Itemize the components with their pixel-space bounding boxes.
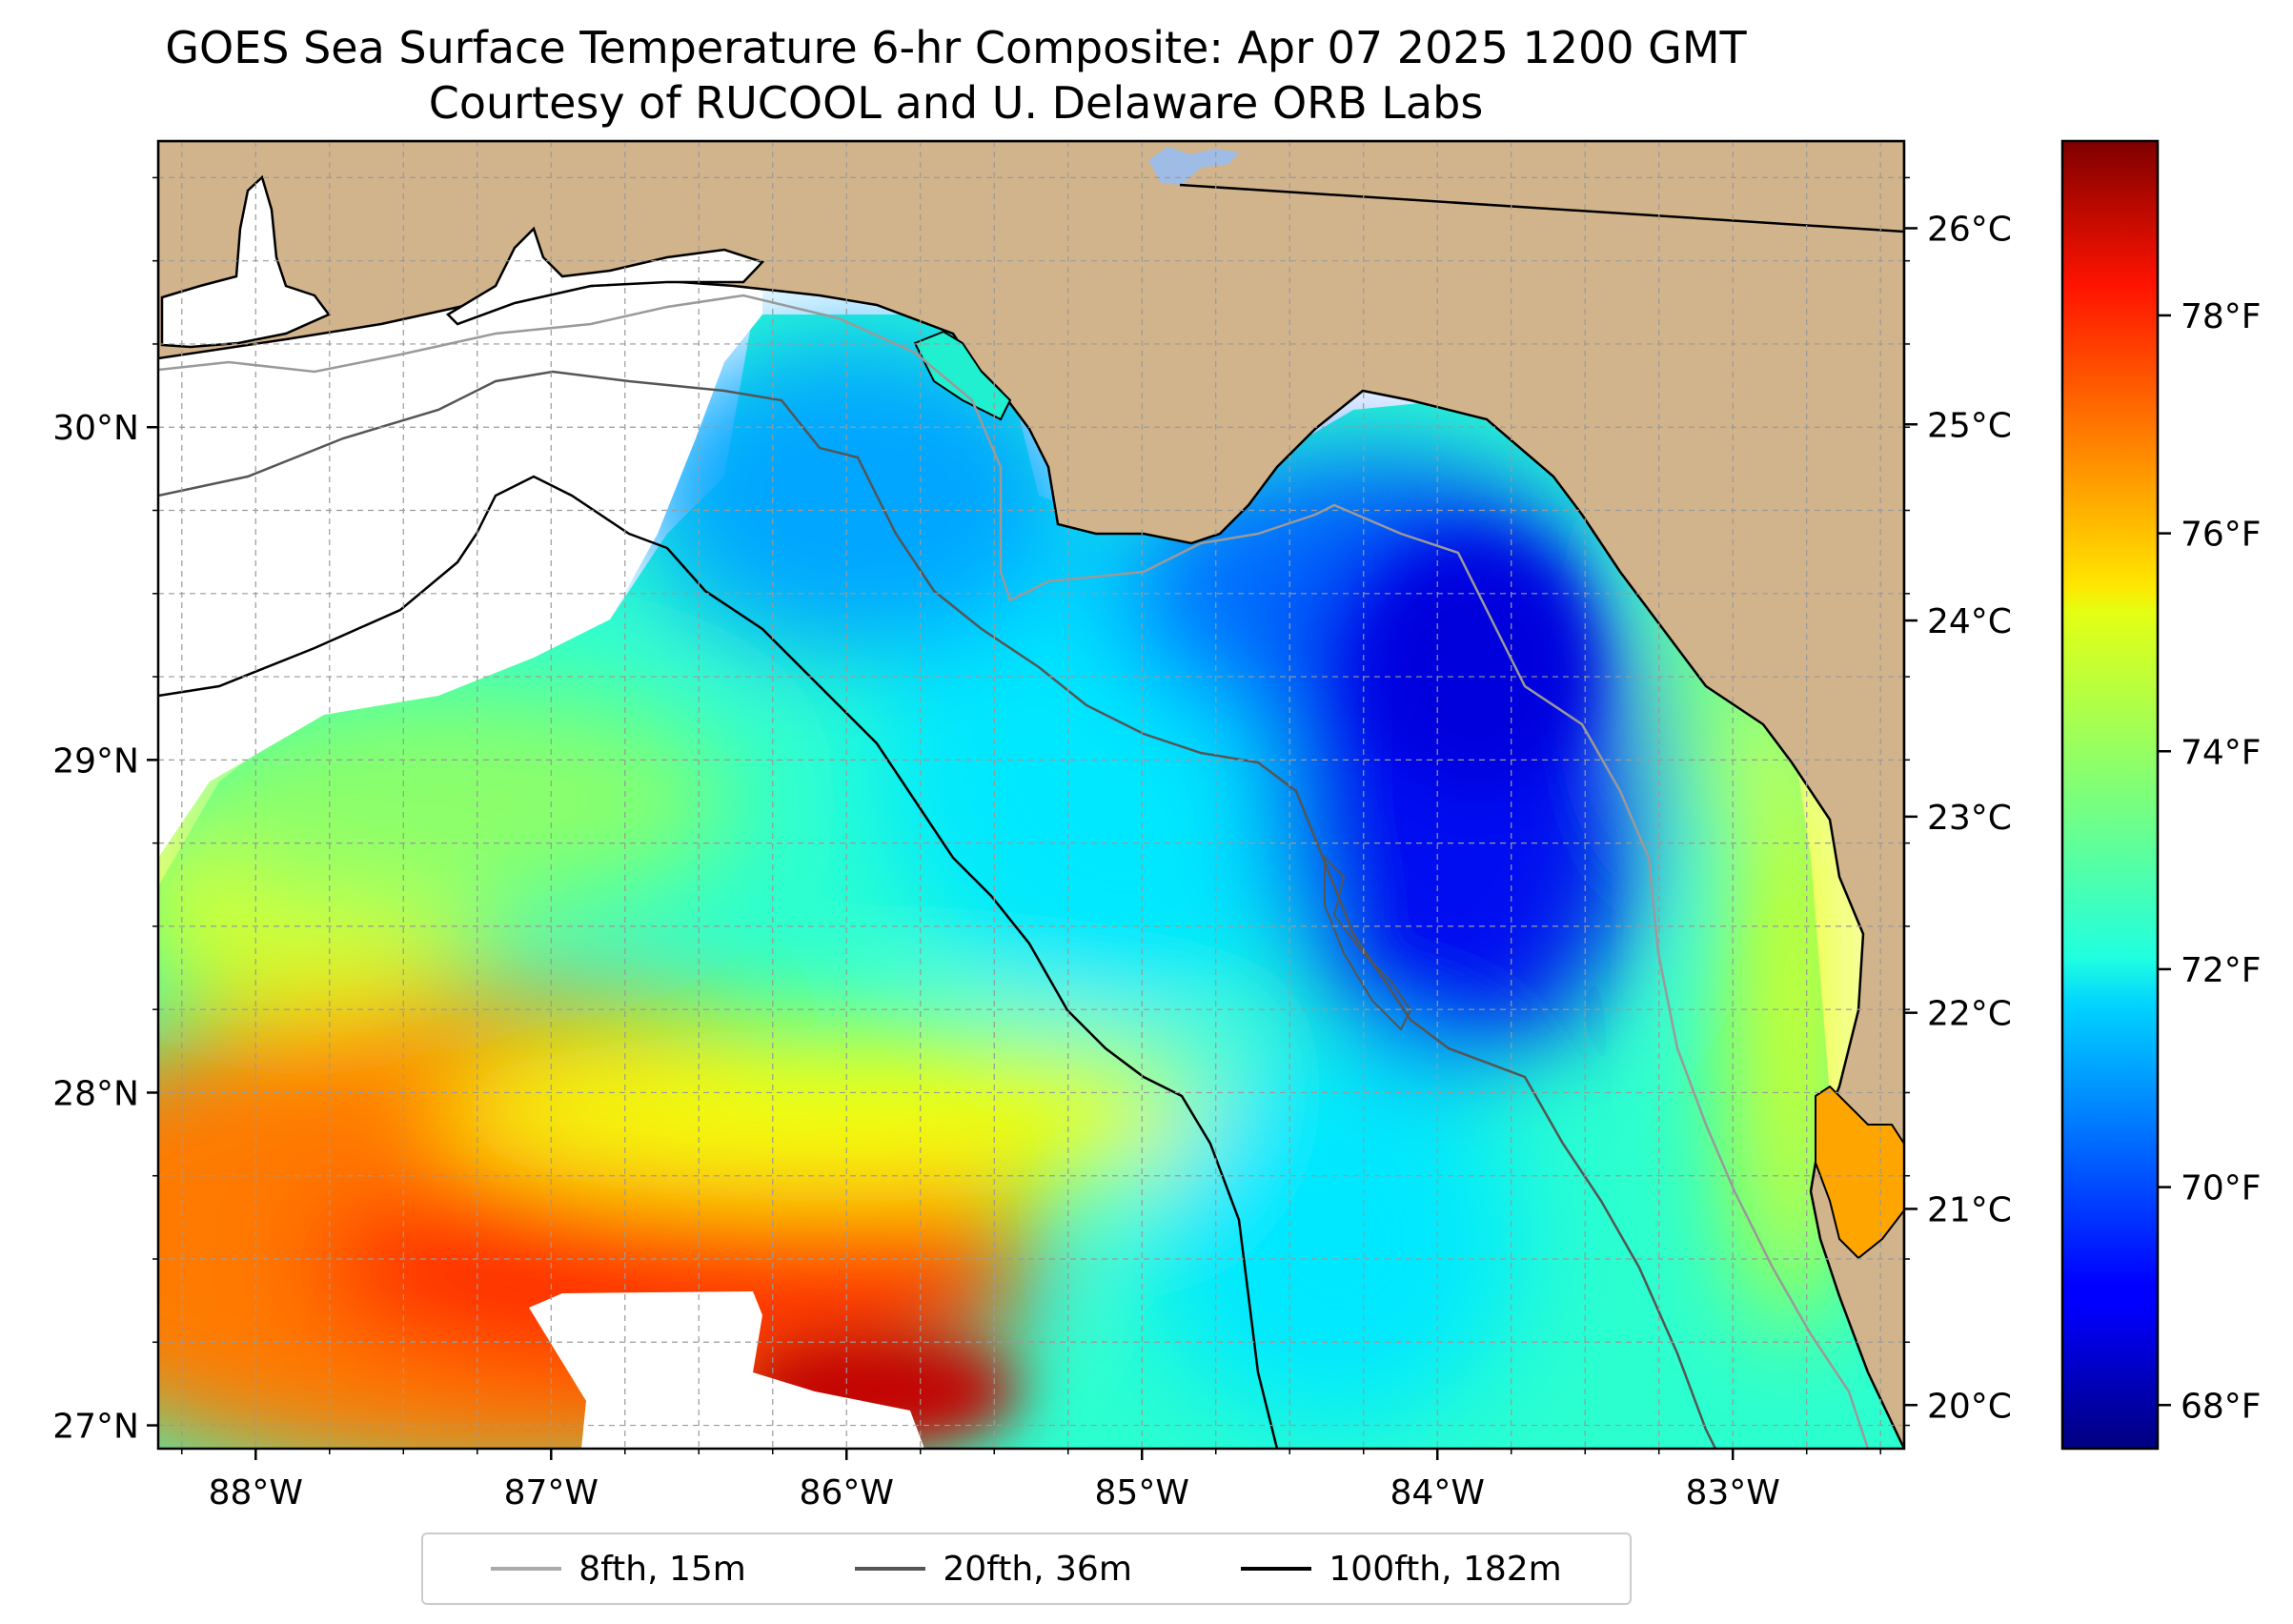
fahrenheit-tick-label: 72°F (2181, 951, 2262, 990)
bathymetry-contours (158, 294, 1870, 1449)
no-data-gap-south (529, 1291, 924, 1449)
lat-tick-label: 30°N (52, 409, 139, 448)
celsius-tick-label: 23°C (1927, 799, 2012, 838)
fahrenheit-tick-label: 68°F (2181, 1387, 2262, 1426)
sst-yellow-band (438, 1029, 1239, 1201)
lon-tick-label: 88°W (209, 1473, 303, 1512)
lon-tick-label: 84°W (1390, 1473, 1485, 1512)
chart-subtitle: Courtesy of RUCOOL and U. Delaware ORB L… (428, 77, 1484, 129)
contour-100fth (158, 475, 1279, 1449)
colorbar: 26°C 25°C 24°C 23°C 22°C 21°C 20°C 78°F 76°F 74°… (1904, 139, 2262, 1451)
lon-tick-label: 83°W (1686, 1473, 1780, 1512)
land-areas (158, 141, 1904, 1449)
lat-tick-label: 27°N (52, 1408, 139, 1447)
colorbar-fahrenheit-ticks: 78°F 76°F 74°F 72°F 70°F 68°F (2158, 297, 2262, 1426)
mobile-bay (160, 174, 331, 349)
fahrenheit-tick-label: 78°F (2181, 297, 2262, 336)
lat-tick-label: 28°N (52, 1074, 139, 1113)
sst-cyan-se (1144, 1048, 1525, 1430)
colorbar-gradient (2060, 139, 2160, 1451)
map-area (158, 141, 1904, 1449)
legend-item-100fth: 100fth, 182m (1241, 1549, 1562, 1589)
legend-label-8fth: 8fth, 15m (578, 1549, 746, 1589)
colorbar-celsius-ticks: 26°C 25°C 24°C 23°C 22°C 21°C 20°C (1904, 210, 2012, 1426)
sst-field (158, 141, 1904, 1449)
sst-warm-core (305, 1153, 1029, 1382)
pensacola-bay (445, 226, 765, 326)
celsius-tick-label: 21°C (1927, 1190, 2012, 1229)
legend-item-20fth: 20fth, 36m (855, 1550, 1132, 1589)
fahrenheit-tick-label: 74°F (2181, 733, 2262, 772)
lon-tick-label: 86°W (800, 1473, 894, 1512)
lat-tick-label: 29°N (52, 741, 139, 781)
apalachicola-bay (913, 330, 1012, 421)
map-frame (156, 139, 1906, 1451)
legend-item-8fth: 8fth, 15m (491, 1550, 746, 1589)
contour-bigbend-detail (1324, 855, 1412, 1031)
celsius-tick-label: 20°C (1927, 1387, 2012, 1426)
graticule (158, 141, 1904, 1449)
celsius-tick-label: 24°C (1927, 602, 2012, 641)
contour-8fth (158, 294, 1870, 1449)
celsius-tick-label: 26°C (1927, 210, 2012, 249)
state-boundary (1179, 183, 1904, 233)
celsius-tick-label: 25°C (1927, 406, 2012, 445)
chart-title: GOES Sea Surface Temperature 6-hr Compos… (165, 22, 1747, 73)
lon-tick-label: 87°W (504, 1473, 599, 1512)
fahrenheit-tick-label: 76°F (2181, 516, 2262, 555)
depth-legend: 8fth, 15m 20fth, 36m 100fth, 182m (421, 1533, 1632, 1605)
tampa-bay (1815, 1085, 1904, 1260)
celsius-tick-label: 22°C (1927, 995, 2012, 1034)
sst-deepblue-core (1363, 543, 1592, 791)
legend-label-100fth: 100fth, 182m (1329, 1549, 1562, 1589)
sst-cool-nw (639, 334, 1077, 658)
legend-swatch-100fth (1241, 1567, 1312, 1571)
legend-swatch-20fth (855, 1567, 926, 1571)
sst-green-west (162, 686, 734, 915)
lon-tick-label: 85°W (1095, 1473, 1189, 1512)
lon-ticks: 88°W 87°W 86°W 85°W 84°W 83°W (181, 1449, 1881, 1512)
lat-ticks: 30°N 29°N 28°N 27°N (52, 176, 1910, 1447)
legend-swatch-8fth (491, 1567, 562, 1571)
fahrenheit-tick-label: 70°F (2181, 1169, 2262, 1208)
legend-label-20fth: 20fth, 36m (943, 1549, 1132, 1589)
contour-20fth (158, 370, 1717, 1449)
